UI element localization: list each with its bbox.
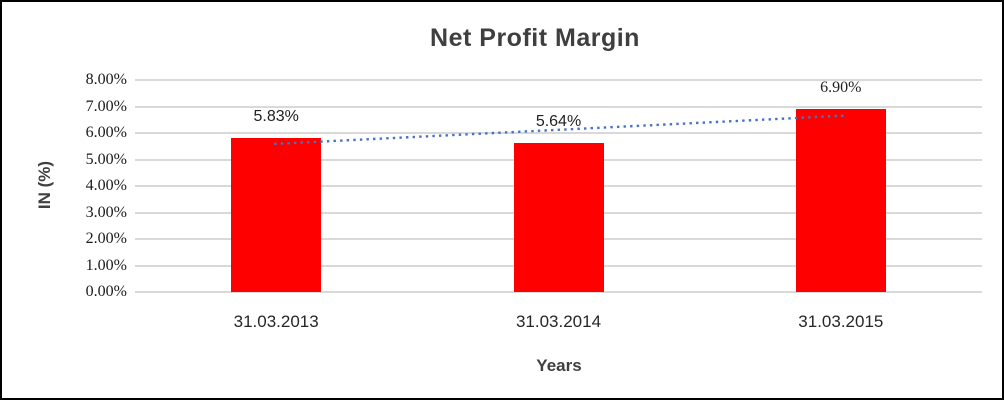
y-tick-label: 7.00%	[85, 97, 127, 115]
x-tick-label: 31.03.2014	[515, 312, 602, 331]
bar	[231, 137, 322, 292]
y-tick-label: 1.00%	[85, 256, 127, 274]
bar	[795, 109, 886, 292]
y-tick-label: 3.00%	[85, 203, 127, 221]
bar-value-label: 5.64%	[535, 112, 582, 130]
chart-title: Net Profit Margin	[430, 24, 640, 52]
y-tick-label: 0.00%	[85, 283, 127, 300]
gridline	[135, 291, 982, 293]
x-tick-label: 31.03.2015	[798, 312, 884, 331]
gridline	[135, 79, 982, 81]
y-tick-label: 5.00%	[85, 150, 127, 168]
y-tick-label: 6.00%	[85, 124, 127, 141]
gridline	[135, 105, 982, 108]
y-tick-label: 8.00%	[85, 71, 127, 88]
bar-value-label: 5.83%	[253, 107, 299, 125]
y-tick-label: 4.00%	[85, 177, 127, 194]
bar	[513, 142, 604, 292]
x-tick-label: 31.03.2013	[233, 312, 319, 331]
bar-value-label: 6.90%	[820, 79, 862, 97]
y-tick-label: 2.00%	[85, 230, 127, 247]
x-axis-title: Years	[536, 356, 582, 375]
